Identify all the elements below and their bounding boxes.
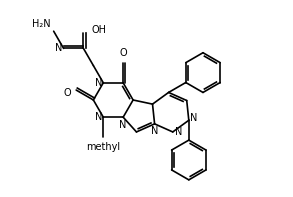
Text: N: N [190,113,197,123]
Text: N: N [95,78,102,88]
Text: N: N [95,112,102,122]
Text: N: N [175,127,182,137]
Text: O: O [64,88,71,98]
Text: N: N [151,126,158,136]
Text: N: N [120,120,127,130]
Text: O: O [119,48,127,58]
Text: methyl: methyl [86,142,120,152]
Text: OH: OH [91,25,106,34]
Text: N: N [55,43,63,53]
Text: H₂N: H₂N [32,19,51,29]
